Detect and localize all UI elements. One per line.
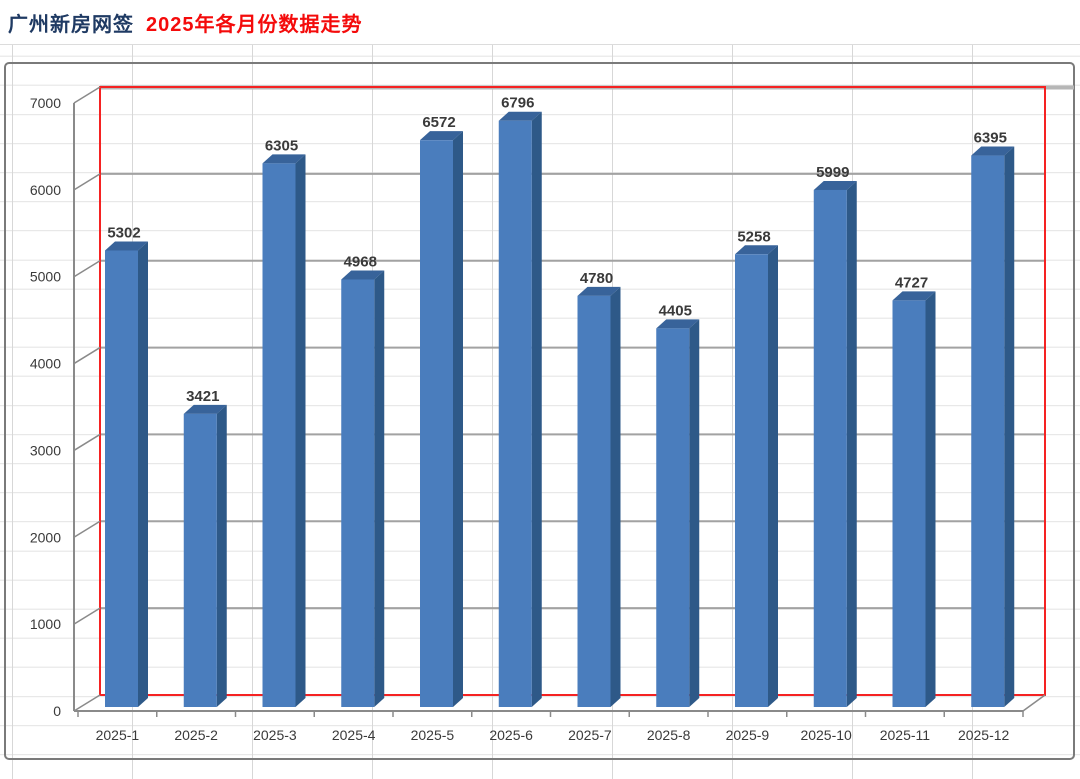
bar-side-face	[925, 291, 936, 707]
bar-side-face	[689, 319, 700, 707]
bar-value-label: 4405	[659, 302, 692, 319]
bar-front-face	[577, 295, 611, 707]
x-axis-category-label: 2025-10	[800, 727, 852, 743]
bar-top-face	[420, 131, 463, 141]
bar-value-label: 6305	[265, 137, 298, 154]
bar-value-label: 4727	[895, 274, 928, 291]
bar-value-label: 4780	[580, 270, 613, 287]
bar-side-face	[1004, 146, 1015, 707]
bar-2025-9[interactable]	[735, 245, 778, 707]
bar-side-face	[295, 154, 306, 707]
bar-2025-12[interactable]	[971, 146, 1015, 707]
axis-depth-line	[73, 694, 101, 712]
x-axis-category-label: 2025-8	[647, 727, 691, 743]
x-axis-category-label: 2025-4	[332, 727, 376, 743]
x-axis-category-label: 2025-12	[958, 727, 1010, 743]
bar-front-face	[735, 254, 768, 707]
x-axis-category-label: 2025-11	[880, 727, 931, 743]
axis-depth-line	[73, 86, 101, 104]
axis-depth-line	[73, 520, 101, 538]
bar-side-face	[846, 180, 857, 708]
bar-2025-10[interactable]	[813, 180, 857, 708]
y-axis-tick-label: 5000	[30, 269, 61, 285]
bar-top-face	[262, 154, 306, 164]
bar-value-label: 4968	[344, 253, 377, 270]
bar-top-face	[971, 146, 1015, 156]
bar-value-label: 3421	[186, 388, 219, 405]
y-axis-tick-label: 1000	[30, 616, 61, 632]
plot-area-border	[99, 86, 1046, 696]
bar-2025-11[interactable]	[892, 291, 936, 707]
chart-title-main: 2025年各月份数据走势	[146, 14, 363, 36]
bar-2025-2[interactable]	[183, 404, 227, 707]
bar-value-label: 5258	[737, 228, 770, 245]
bar-side-face	[768, 245, 778, 707]
axis-depth-line	[73, 260, 101, 278]
axis-depth-line	[1022, 694, 1046, 712]
bar-top-face	[105, 241, 148, 251]
bar-side-face	[374, 270, 385, 707]
axis-depth-line	[73, 607, 101, 625]
bar-top-face	[892, 291, 936, 301]
bar-value-label: 6572	[422, 114, 455, 131]
bar-front-face	[656, 328, 690, 707]
bar-front-face	[498, 120, 532, 707]
x-axis-category-label: 2025-9	[726, 727, 770, 743]
bar-top-face	[577, 286, 621, 296]
bar-side-face	[138, 241, 148, 707]
y-axis-tick-label: 6000	[30, 182, 61, 198]
bar-value-label: 6395	[974, 130, 1007, 147]
x-axis-category-label: 2025-6	[489, 727, 533, 743]
y-axis-tick-label: 4000	[30, 356, 61, 372]
x-axis-category-label: 2025-5	[411, 727, 455, 743]
y-axis-tick-label: 3000	[30, 442, 61, 458]
bar-front-face	[971, 155, 1005, 707]
bar-front-face	[420, 140, 453, 707]
x-axis-category-label: 2025-7	[568, 727, 612, 743]
x-axis-category-label: 2025-1	[96, 727, 140, 743]
y-axis-tick-label: 2000	[30, 529, 61, 545]
bar-front-face	[262, 163, 296, 707]
bar-top-face	[656, 319, 700, 329]
x-axis-category-label: 2025-3	[253, 727, 297, 743]
bar-side-face	[453, 131, 463, 707]
bar-top-face	[813, 180, 857, 190]
bar-front-face	[105, 250, 138, 707]
axis-depth-line	[73, 173, 101, 191]
bar-front-face	[183, 413, 217, 707]
bar-2025-6[interactable]	[498, 111, 542, 707]
bar-side-face	[216, 404, 227, 707]
axis-depth-line	[73, 433, 101, 452]
bar-2025-7[interactable]	[577, 286, 621, 707]
axis-depth-line	[73, 346, 101, 365]
bar-front-face	[341, 279, 375, 707]
bar-top-face	[498, 111, 542, 121]
bar-2025-5[interactable]	[420, 131, 463, 707]
y-axis-tick-label: 7000	[30, 95, 61, 111]
bar-side-face	[531, 111, 542, 707]
bar-value-label: 5999	[816, 164, 849, 181]
bar-2025-8[interactable]	[656, 319, 700, 707]
y-axis-tick-label: 0	[53, 703, 61, 719]
bar-2025-3[interactable]	[262, 154, 306, 707]
bar-value-label: 5302	[107, 224, 140, 241]
bar-2025-1[interactable]	[105, 241, 148, 707]
x-axis-category-label: 2025-2	[174, 727, 218, 743]
bar-value-label: 6796	[501, 95, 534, 112]
bar-front-face	[813, 189, 847, 708]
bar-side-face	[610, 286, 621, 707]
bar-2025-4[interactable]	[341, 270, 385, 707]
chart-object-frame[interactable]	[4, 62, 1075, 760]
chart-title-prefix: 广州新房网签	[8, 14, 134, 36]
bar-front-face	[892, 300, 926, 707]
bar-top-face	[735, 245, 778, 255]
chart-title: 广州新房网签 2025年各月份数据走势	[8, 8, 363, 42]
bar-top-face	[183, 404, 227, 414]
bar-top-face	[341, 270, 385, 280]
